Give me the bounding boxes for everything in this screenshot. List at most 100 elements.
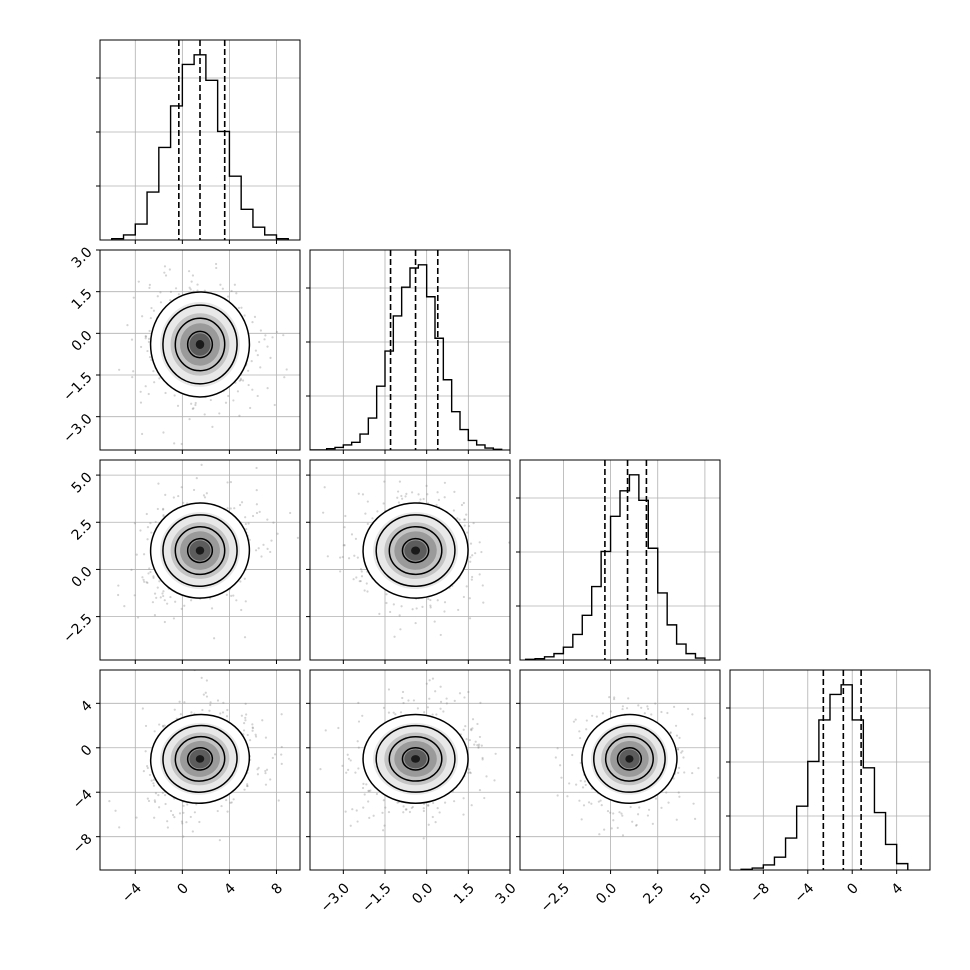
scatter-point: [144, 337, 147, 340]
scatter-point: [400, 494, 403, 498]
scatter-point: [356, 556, 359, 559]
scatter-point: [585, 728, 588, 731]
panel-frame: [99, 459, 301, 661]
scatter-point: [244, 516, 247, 519]
scatter-point: [156, 295, 159, 298]
scatter-point: [147, 337, 151, 340]
scatter-point: [341, 764, 344, 767]
scatter-point: [166, 820, 169, 823]
scatter-point: [591, 714, 594, 717]
scatter-point: [650, 713, 653, 716]
panel-frame: [729, 669, 931, 871]
scatter-point: [677, 791, 680, 794]
contour-line: [401, 747, 430, 771]
x-tick-label: 1.5: [451, 880, 478, 907]
scatter-point: [180, 486, 183, 489]
scatter-point: [717, 776, 720, 779]
scatter-point: [415, 607, 418, 610]
scatter-point: [243, 788, 246, 791]
scatter-point: [482, 601, 485, 604]
scatter-point: [191, 830, 194, 833]
scatter-point: [457, 608, 460, 612]
scatter-point: [244, 719, 247, 722]
scatter-point: [367, 800, 370, 803]
scatter-point: [221, 287, 224, 290]
scatter-point: [678, 766, 681, 769]
scatter-point: [152, 576, 155, 580]
scatter-point: [258, 510, 261, 513]
scatter-point: [494, 752, 497, 755]
scatter-point: [578, 799, 581, 802]
scatter-point: [142, 553, 146, 556]
y-tick-label: −2.5: [60, 611, 95, 646]
scatter-point: [692, 802, 695, 805]
scatter-point: [416, 707, 419, 710]
scatter-point: [429, 598, 432, 602]
scatter-point: [162, 590, 165, 593]
scatter-point: [640, 706, 643, 709]
scatter-point: [398, 480, 402, 483]
scatter-point: [183, 604, 186, 607]
panel-frame: [309, 249, 511, 451]
scatter-point: [432, 801, 435, 805]
scatter-point: [147, 799, 151, 803]
scatter-point: [462, 797, 465, 800]
scatter-point: [319, 767, 322, 771]
scatter-point: [230, 594, 233, 597]
scatter-point: [161, 592, 164, 595]
y-tick-label: −1.5: [60, 369, 95, 404]
scatter-point: [133, 522, 136, 525]
scatter-area: [108, 670, 283, 842]
scatter-point: [485, 775, 488, 778]
contour-line: [174, 317, 226, 372]
scatter-point: [646, 707, 650, 710]
scatter-point: [575, 783, 578, 786]
scatter-point: [280, 762, 283, 765]
scatter-point: [224, 401, 228, 404]
scatter-point: [139, 345, 143, 349]
scatter-point: [202, 693, 205, 696]
scatter-point: [163, 265, 167, 268]
scatter-point: [621, 834, 625, 837]
scatter-point: [261, 719, 264, 722]
scatter-point: [683, 771, 686, 774]
x-tick-label: −3.0: [318, 880, 353, 915]
scatter-point: [153, 799, 156, 802]
scatter-point: [131, 376, 134, 379]
scatter-point: [209, 703, 212, 707]
scatter-point: [453, 490, 456, 494]
scatter-point: [158, 580, 161, 583]
histogram-step: [524, 474, 706, 660]
scatter-point: [458, 518, 461, 521]
contour-line: [174, 735, 226, 782]
contour-line: [186, 537, 214, 564]
scatter-point: [470, 729, 473, 732]
scatter-point: [164, 802, 167, 806]
scatter-point: [677, 771, 680, 774]
scatter-point: [240, 714, 243, 717]
scatter-point: [172, 496, 175, 499]
scatter-point: [186, 803, 189, 806]
scatter-point: [153, 592, 157, 595]
scatter-point: [609, 811, 612, 814]
contour-line: [186, 747, 214, 771]
scatter-point: [464, 725, 467, 728]
scatter-point: [637, 704, 640, 707]
scatter-point: [438, 811, 441, 814]
scatter-point: [229, 480, 233, 484]
scatter-point: [166, 826, 169, 829]
scatter-point: [271, 336, 274, 339]
scatter-point: [205, 679, 208, 682]
scatter-point: [176, 404, 180, 407]
scatter-point: [137, 280, 140, 283]
scatter-point: [265, 768, 269, 771]
scatter-point: [436, 807, 439, 810]
scatter-point: [583, 780, 587, 783]
scatter-point: [239, 377, 242, 380]
contour-line: [362, 713, 469, 804]
scatter-point: [599, 799, 602, 802]
panel-frame: [519, 669, 721, 871]
scatter-point: [225, 798, 228, 802]
scatter-point: [235, 292, 238, 295]
scatter-point: [226, 708, 229, 712]
